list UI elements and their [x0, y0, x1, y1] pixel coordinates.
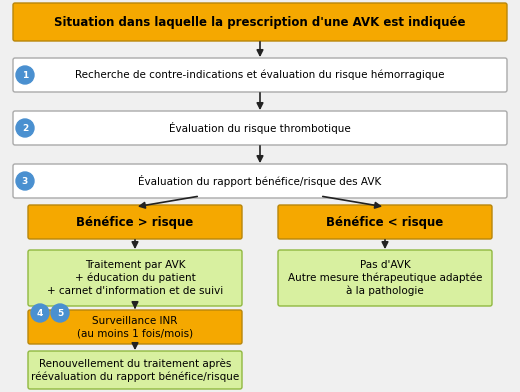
Text: 1: 1: [22, 71, 28, 80]
Text: Bénéfice < risque: Bénéfice < risque: [327, 216, 444, 229]
FancyBboxPatch shape: [28, 250, 242, 306]
Text: 3: 3: [22, 176, 28, 185]
Circle shape: [16, 66, 34, 84]
FancyBboxPatch shape: [13, 111, 507, 145]
Text: Recherche de contre-indications et évaluation du risque hémorragique: Recherche de contre-indications et évalu…: [75, 70, 445, 80]
Circle shape: [51, 304, 69, 322]
Circle shape: [31, 304, 49, 322]
Text: 2: 2: [22, 123, 28, 132]
Text: Pas d'AVK
Autre mesure thérapeutique adaptée
à la pathologie: Pas d'AVK Autre mesure thérapeutique ada…: [288, 260, 482, 296]
FancyBboxPatch shape: [28, 351, 242, 389]
Text: Évaluation du rapport bénéfice/risque des AVK: Évaluation du rapport bénéfice/risque de…: [138, 175, 382, 187]
Text: Bénéfice > risque: Bénéfice > risque: [76, 216, 193, 229]
FancyBboxPatch shape: [278, 205, 492, 239]
Text: Renouvellement du traitement après
réévaluation du rapport bénéfice/risque: Renouvellement du traitement après rééva…: [31, 358, 239, 382]
FancyBboxPatch shape: [278, 250, 492, 306]
Text: 5: 5: [57, 309, 63, 318]
FancyBboxPatch shape: [13, 164, 507, 198]
Text: Traitement par AVK
+ éducation du patient
+ carnet d'information et de suivi: Traitement par AVK + éducation du patien…: [47, 260, 223, 296]
FancyBboxPatch shape: [13, 3, 507, 41]
Text: 4: 4: [37, 309, 43, 318]
FancyBboxPatch shape: [28, 310, 242, 344]
Circle shape: [16, 172, 34, 190]
FancyBboxPatch shape: [13, 58, 507, 92]
Text: Surveillance INR
(au moins 1 fois/mois): Surveillance INR (au moins 1 fois/mois): [77, 316, 193, 338]
Text: Évaluation du risque thrombotique: Évaluation du risque thrombotique: [169, 122, 351, 134]
Circle shape: [16, 119, 34, 137]
Text: Situation dans laquelle la prescription d'une AVK est indiquée: Situation dans laquelle la prescription …: [54, 16, 466, 29]
FancyBboxPatch shape: [28, 205, 242, 239]
